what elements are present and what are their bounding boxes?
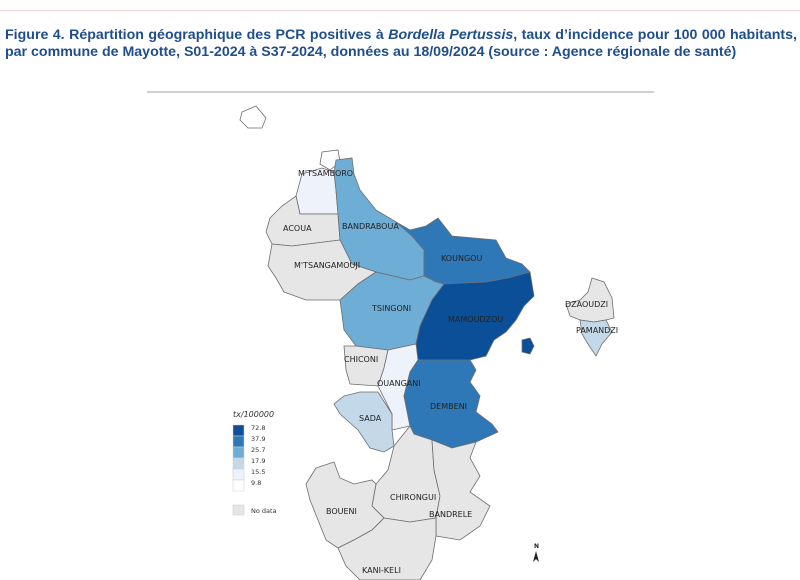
legend-item-label: 15.5: [251, 468, 265, 476]
north-arrow: N: [533, 543, 539, 562]
legend-item-label: 25.7: [251, 446, 265, 454]
legend-items: 72.8 37.9 25.7 17.9 15.5 9.8: [232, 424, 265, 492]
legend-title: tx/100000: [233, 410, 274, 419]
islet-mamoudzou: [521, 337, 535, 355]
legend-item-label: 37.9: [251, 435, 265, 443]
legend-swatch: [232, 479, 245, 492]
commune-mamoudzou: [415, 271, 535, 361]
label-bandrele: BANDRELE: [429, 510, 472, 519]
legend-swatch: [232, 424, 245, 437]
label-mamoudzou: MAMOUDZOU: [448, 315, 503, 324]
commune-pamandzi: [579, 319, 613, 357]
caption-suffix: , taux d’incidence pour 100 000 habitant…: [5, 27, 797, 61]
commune-dembeni: [403, 359, 499, 449]
north-arrow-icon: [533, 551, 539, 562]
label-tsingoni: TSINGONI: [371, 304, 411, 313]
caption-divider: [147, 91, 654, 93]
legend-swatch: [232, 435, 245, 448]
label-chiconi: CHICONI: [344, 355, 378, 364]
legend-item-label: 17.9: [251, 457, 265, 465]
map-legend: tx/100000 72.8 37.9 25.7 17.9 15.5 9.8 No dat…: [232, 410, 277, 516]
label-mtsamboro: M'TSAMBORO: [298, 169, 353, 178]
legend-no-data-label: No data: [251, 507, 277, 515]
label-ouangani: OUANGANI: [377, 379, 421, 388]
north-arrow-label: N: [534, 543, 539, 550]
top-rule: [0, 10, 800, 11]
commune-koungou: [395, 217, 531, 287]
islet-north: [239, 105, 267, 129]
figure-caption: Figure 4. Répartition géographique des P…: [5, 27, 797, 62]
caption-prefix: Figure 4. Répartition géographique des P…: [5, 27, 389, 43]
commune-kani-keli: [337, 517, 437, 580]
legend-no-data-swatch: [232, 504, 245, 516]
label-pamandzi: PAMANDZI: [576, 326, 618, 335]
label-dembeni: DEMBENI: [430, 402, 467, 411]
label-sada: SADA: [359, 414, 382, 423]
label-acoua: ACOUA: [283, 224, 312, 233]
label-chirongui: CHIRONGUI: [390, 493, 436, 502]
legend-swatch: [232, 446, 245, 459]
label-boueni: BOUENI: [326, 507, 357, 516]
legend-swatch: [232, 457, 245, 470]
caption-organism: Bordella Pertussis: [388, 27, 514, 43]
label-kani-keli: KANI-KELI: [362, 566, 401, 575]
legend-swatch: [232, 468, 245, 481]
commune-sada: [333, 391, 395, 453]
label-mtsangamouji: M'TSANGAMOUJI: [294, 261, 360, 270]
legend-item-label: 72.8: [251, 424, 265, 432]
legend-item-label: 9.8: [251, 479, 261, 487]
label-dzaoudzi: DZAOUDZI: [565, 300, 608, 309]
commune-bandrele: [431, 439, 491, 541]
label-koungou: KOUNGOU: [441, 254, 482, 263]
label-bandraboua: BANDRABOUA: [342, 222, 399, 231]
